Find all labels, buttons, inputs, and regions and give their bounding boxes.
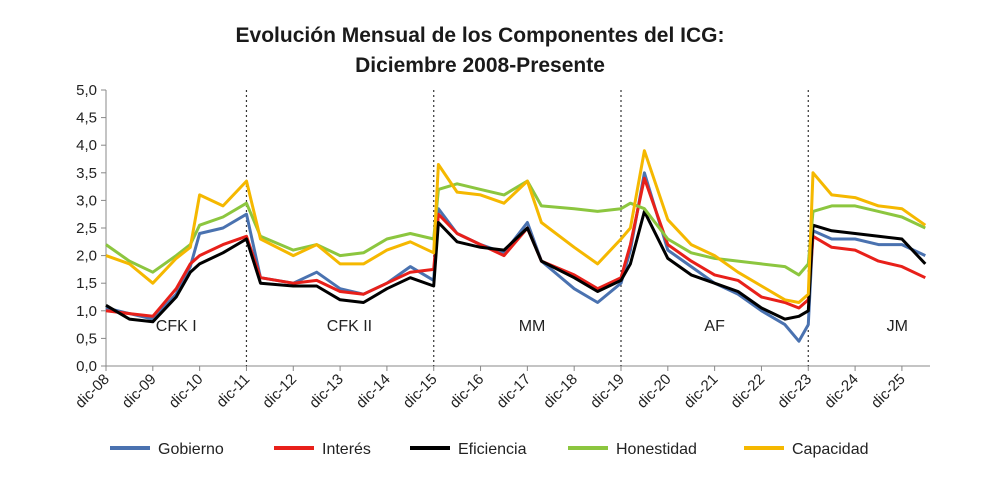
y-tick-label: 3,5: [76, 165, 97, 182]
x-tick-label: dic-15: [400, 371, 441, 412]
y-tick-label: 3,0: [76, 192, 97, 209]
y-tick-label: 5,0: [76, 82, 97, 99]
x-tick-label: dic-19: [587, 371, 628, 412]
series-line-gobierno: [105, 171, 926, 343]
y-tick-label: 1,0: [76, 303, 97, 320]
x-tick-label: dic-25: [868, 371, 909, 412]
y-tick-label: 0,5: [76, 330, 97, 347]
x-tick-label: dic-13: [306, 371, 347, 412]
legend: Gobierno Interés Eficiencia Honestidad Capac…: [110, 441, 869, 458]
x-tick-label: dic-14: [353, 371, 394, 412]
x-tick-label: dic-18: [540, 371, 581, 412]
x-tick-label: dic-20: [634, 371, 675, 412]
period-label: MM: [519, 318, 546, 335]
y-tick-label: 2,5: [76, 220, 97, 237]
legend-label-gobierno: Gobierno: [158, 441, 224, 458]
x-tick-label: dic-08: [72, 371, 113, 412]
series-line-capacidad: [105, 149, 927, 304]
series-line-eficiencia: [105, 209, 927, 324]
x-tick-label: dic-22: [727, 371, 768, 412]
y-tick-label: 4,5: [76, 110, 97, 127]
x-tick-label: dic-23: [774, 371, 815, 412]
y-tick-label: 4,0: [76, 137, 97, 154]
x-tick-label: dic-10: [166, 371, 207, 412]
period-label: CFK I: [156, 318, 197, 335]
period-label: CFK II: [327, 318, 372, 335]
x-tick-label: dic-16: [446, 371, 487, 412]
x-tick-label: dic-17: [493, 371, 534, 412]
legend-label-eficiencia: Eficiencia: [458, 441, 527, 458]
y-tick-label: 1,5: [76, 275, 97, 292]
period-label: JM: [887, 318, 908, 335]
legend-label-interés: Interés: [322, 441, 371, 458]
x-tick-label: dic-11: [213, 371, 253, 411]
period-label: AF: [704, 318, 725, 335]
chart-subtitle: Diciembre 2008-Presente: [355, 54, 605, 77]
series-line-honestidad: [105, 179, 926, 277]
chart-title: Evolución Mensual de los Componentes del…: [235, 24, 725, 47]
x-tick-label: dic-21: [681, 371, 722, 412]
y-tick-label: 2,0: [76, 248, 97, 265]
y-tick-label: 0,0: [76, 358, 97, 375]
series-lines: [105, 149, 927, 343]
period-labels: CFK I CFK II MM AF JM: [156, 318, 908, 335]
x-tick-label: dic-09: [119, 371, 160, 412]
x-tick-label: dic-12: [259, 371, 300, 412]
legend-label-capacidad: Capacidad: [792, 441, 869, 458]
x-tick-label: dic-24: [821, 371, 862, 412]
legend-label-honestidad: Honestidad: [616, 441, 697, 458]
